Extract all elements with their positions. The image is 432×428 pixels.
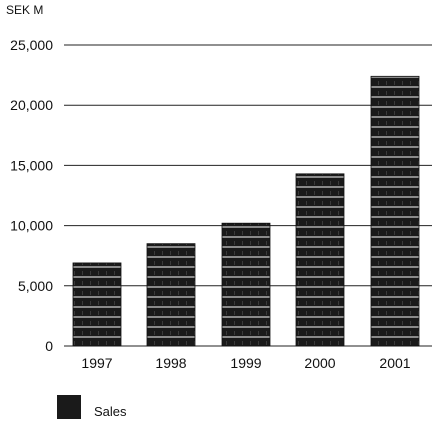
y-tick-labels: 0 5,000 10,000 15,000 20,000 25,000 (10, 37, 53, 354)
y-tick-label: 5,000 (18, 278, 53, 294)
x-tick-label: 1999 (230, 355, 261, 371)
y-tick-label: 25,000 (10, 37, 53, 53)
legend-swatch (57, 395, 81, 419)
bar-1999 (221, 222, 271, 347)
y-tick-label: 10,000 (10, 218, 53, 234)
y-tick-label: 0 (45, 338, 53, 354)
x-tick-labels: 1997 1998 1999 2000 2001 (81, 355, 410, 371)
bar-1998 (146, 243, 196, 347)
y-unit-label: SEK M (6, 3, 43, 17)
x-tick-label: 2000 (304, 355, 335, 371)
legend: Sales (57, 395, 127, 419)
bar-1997 (72, 262, 122, 347)
x-tick-label: 1997 (81, 355, 112, 371)
y-tick-label: 20,000 (10, 97, 53, 113)
x-tick-label: 1998 (155, 355, 186, 371)
bar-2000 (295, 173, 345, 347)
y-tick-label: 15,000 (10, 157, 53, 173)
x-tick-label: 2001 (379, 355, 410, 371)
bar-2001 (370, 75, 420, 347)
bars (72, 75, 420, 347)
legend-label: Sales (94, 404, 127, 419)
